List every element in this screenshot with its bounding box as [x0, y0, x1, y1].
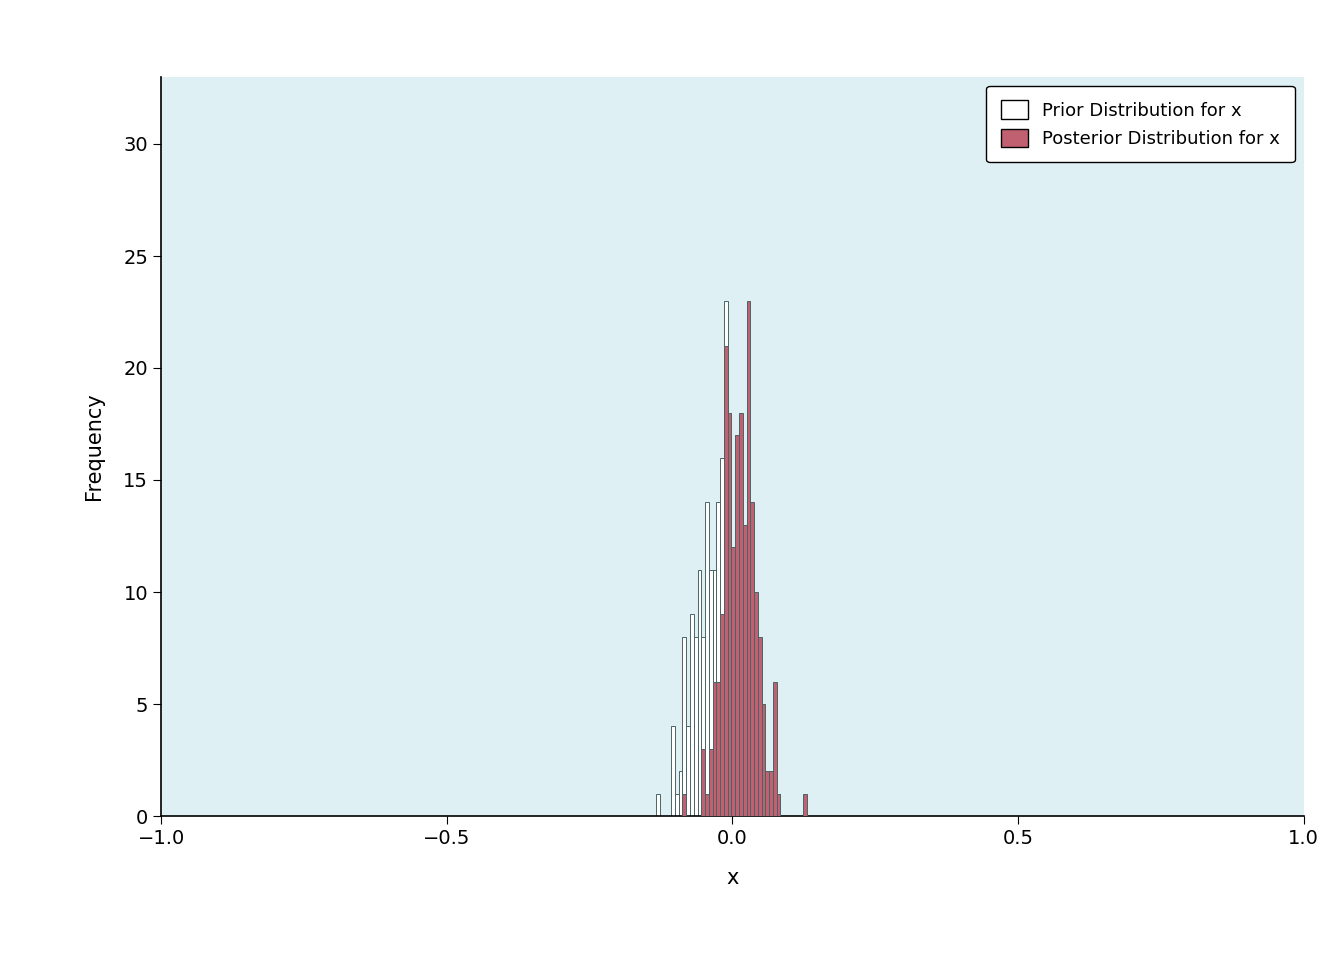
Bar	[712, 682, 716, 816]
Bar	[698, 569, 702, 816]
Bar	[689, 614, 694, 816]
Bar	[702, 749, 706, 816]
Bar	[712, 569, 716, 816]
Bar	[750, 660, 754, 816]
Bar	[694, 636, 698, 816]
Bar	[743, 525, 746, 816]
X-axis label: x: x	[726, 868, 739, 888]
Bar	[754, 592, 758, 816]
Bar	[656, 794, 660, 816]
Bar	[762, 704, 765, 816]
Bar	[706, 794, 708, 816]
Bar	[765, 794, 769, 816]
Bar	[777, 794, 781, 816]
Bar	[687, 727, 689, 816]
Bar	[671, 727, 675, 816]
Bar	[702, 636, 706, 816]
Bar	[769, 771, 773, 816]
Bar	[727, 413, 731, 816]
Bar	[739, 413, 743, 816]
Bar	[746, 749, 750, 816]
Bar	[739, 636, 743, 816]
Bar	[754, 794, 758, 816]
Bar	[777, 794, 781, 816]
Bar	[720, 458, 724, 816]
Y-axis label: Frequency: Frequency	[83, 393, 103, 500]
Bar	[683, 636, 687, 816]
Bar	[675, 794, 679, 816]
Bar	[716, 682, 720, 816]
Bar	[758, 727, 762, 816]
Bar	[731, 547, 735, 816]
Bar	[683, 794, 687, 816]
Bar	[724, 346, 727, 816]
Bar	[708, 749, 712, 816]
Bar	[708, 569, 712, 816]
Bar	[750, 502, 754, 816]
Bar	[765, 771, 769, 816]
Bar	[735, 547, 739, 816]
Legend: Prior Distribution for x, Posterior Distribution for x: Prior Distribution for x, Posterior Dist…	[986, 85, 1294, 162]
Bar	[724, 300, 727, 816]
Bar	[773, 794, 777, 816]
Bar	[773, 682, 777, 816]
Bar	[679, 771, 683, 816]
Bar	[735, 435, 739, 816]
Bar	[743, 771, 746, 816]
Bar	[706, 502, 708, 816]
Bar	[716, 502, 720, 816]
Bar	[720, 614, 724, 816]
Bar	[804, 794, 806, 816]
Bar	[746, 300, 750, 816]
Bar	[731, 660, 735, 816]
Bar	[758, 636, 762, 816]
Bar	[727, 636, 731, 816]
